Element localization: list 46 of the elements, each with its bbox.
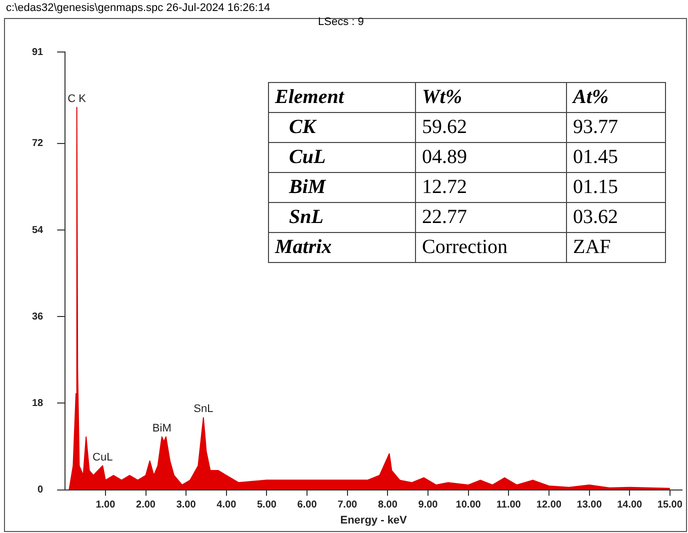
- y-tick-label: 18: [32, 398, 44, 409]
- annotation: CK: [268, 112, 416, 142]
- annotation: CuL: [268, 142, 416, 172]
- x-tick-label: 7.00: [338, 500, 358, 511]
- annotation: 59.62: [416, 112, 566, 142]
- annotation: Wt%: [416, 82, 566, 112]
- x-tick-label: 1.00: [96, 500, 116, 511]
- x-tick-label: 8.00: [378, 500, 398, 511]
- annotation: 03.62: [566, 202, 666, 232]
- y-tick-label: 72: [32, 138, 44, 150]
- y-tick-label: 91: [32, 46, 44, 58]
- x-tick-label: 5.00: [256, 500, 277, 511]
- x-tick-label: 12.00: [536, 500, 562, 511]
- x-tick-label: 15.00: [657, 500, 683, 511]
- x-tick-label: 11.00: [496, 500, 522, 511]
- annotation: Element: [268, 82, 416, 112]
- x-tick-label: 14.00: [617, 500, 643, 511]
- annotation: 93.77: [566, 112, 666, 142]
- y-tick-label: 0: [38, 484, 44, 496]
- annotation: At%: [566, 82, 666, 112]
- x-tick-label: 6.00: [297, 500, 318, 511]
- y-tick-label: 36: [32, 311, 44, 322]
- annotation: CuL: [92, 451, 113, 464]
- annotation: C K: [68, 92, 87, 105]
- annotation: SnL: [194, 403, 214, 416]
- annotation: BiM: [268, 172, 416, 202]
- x-tick-label: 2.00: [136, 500, 156, 511]
- x-axis-title: Energy - keV: [340, 514, 408, 526]
- annotation: BiM: [152, 422, 172, 434]
- x-tick-label: 9.00: [418, 500, 438, 511]
- x-tick-label: 4.00: [216, 500, 237, 511]
- y-tick-label: 54: [32, 224, 44, 236]
- annotation: Correction: [416, 232, 566, 262]
- annotation: Matrix: [268, 232, 416, 262]
- text: c:\edas32\genesis\genmaps.spc 26-Jul-2024 16:26:14: [6, 2, 270, 14]
- annotation: 01.15: [566, 172, 666, 202]
- x-tick-label: 3.00: [176, 500, 196, 511]
- annotation: 12.72: [416, 172, 566, 202]
- text: LSecs : 9: [318, 16, 364, 28]
- annotation: 04.89: [416, 142, 566, 172]
- annotation: 22.77: [416, 202, 566, 232]
- x-tick-label: 10.00: [456, 500, 482, 511]
- annotation: SnL: [268, 202, 416, 232]
- annotation: ZAF: [566, 232, 666, 262]
- x-tick-label: 13.00: [576, 500, 602, 511]
- annotation: 01.45: [566, 142, 666, 172]
